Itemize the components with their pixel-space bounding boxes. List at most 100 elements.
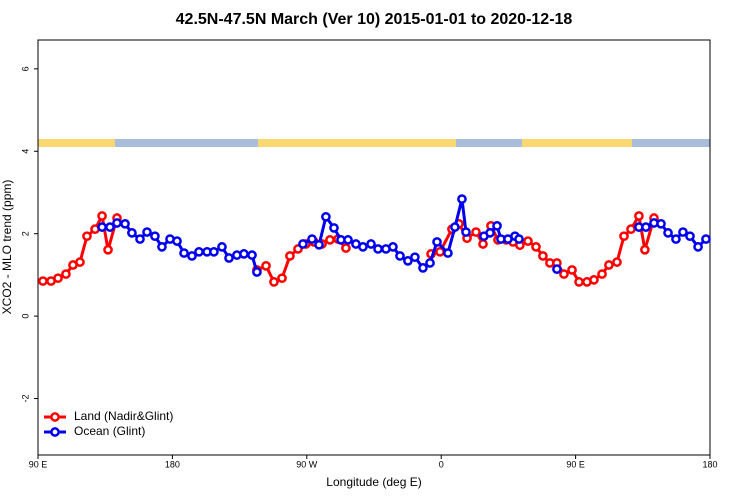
legend-marker xyxy=(50,427,60,437)
data-point xyxy=(478,239,488,249)
data-point xyxy=(329,223,339,233)
data-point xyxy=(626,224,636,235)
data-point xyxy=(418,263,428,273)
y-tick-label: 2 xyxy=(20,231,30,236)
data-point xyxy=(485,228,495,238)
data-point xyxy=(307,234,317,244)
data-point xyxy=(150,231,160,242)
data-point xyxy=(239,249,249,259)
data-point xyxy=(247,250,257,260)
data-point xyxy=(395,251,405,261)
data-point xyxy=(640,244,650,255)
data-point xyxy=(514,234,524,244)
data-point xyxy=(179,248,189,258)
data-point xyxy=(461,227,471,237)
data-point xyxy=(261,260,271,271)
data-point xyxy=(269,277,279,287)
data-point xyxy=(341,243,351,253)
data-point xyxy=(552,264,562,274)
data-point xyxy=(373,244,383,254)
data-point xyxy=(38,276,48,286)
data-point xyxy=(105,222,115,232)
legend-label: Ocean (Glint) xyxy=(74,424,145,438)
data-point xyxy=(343,235,353,245)
data-point xyxy=(531,242,541,252)
x-tick-label: 180 xyxy=(165,459,180,469)
plot-frame xyxy=(37,39,711,456)
data-point xyxy=(492,221,502,231)
data-point xyxy=(157,242,167,252)
x-tick-label: 90 E xyxy=(29,459,48,469)
data-point xyxy=(443,248,453,258)
data-point xyxy=(314,239,324,250)
data-point xyxy=(685,231,695,242)
data-point xyxy=(135,234,145,244)
data-point xyxy=(671,234,681,244)
y-tick-label: 4 xyxy=(20,149,30,154)
data-point xyxy=(589,275,599,285)
data-point xyxy=(97,222,107,232)
data-point xyxy=(641,222,651,232)
legend-marker xyxy=(50,412,60,422)
data-point xyxy=(277,273,287,284)
data-point xyxy=(325,235,335,245)
data-point xyxy=(523,236,533,246)
data-point xyxy=(432,237,442,247)
data-point xyxy=(252,267,262,277)
x-tick-label: 90 E xyxy=(566,459,585,469)
data-point xyxy=(298,239,308,249)
x-tick-label: 0 xyxy=(439,459,444,469)
data-point xyxy=(194,246,204,257)
data-point xyxy=(172,236,182,246)
data-point xyxy=(425,258,435,268)
data-point xyxy=(612,257,622,267)
y-tick-label: 0 xyxy=(20,314,30,319)
data-point xyxy=(82,231,92,242)
data-point xyxy=(224,253,234,263)
data-point xyxy=(358,242,368,252)
data-point xyxy=(597,269,607,279)
data-point xyxy=(403,256,413,266)
x-tick-label: 90 W xyxy=(296,459,318,469)
data-point xyxy=(61,269,71,279)
data-point xyxy=(285,251,295,261)
data-point xyxy=(574,277,584,287)
data-point xyxy=(471,227,481,237)
land-ocean-strip xyxy=(38,139,710,147)
data-point xyxy=(538,251,548,261)
data-point xyxy=(112,218,122,228)
data-point xyxy=(388,242,398,252)
data-point xyxy=(103,244,113,255)
data-point xyxy=(127,228,137,238)
data-point xyxy=(619,231,629,242)
data-point xyxy=(656,218,666,229)
data-point xyxy=(97,211,107,221)
data-point xyxy=(142,227,152,237)
data-point xyxy=(663,228,673,238)
data-point xyxy=(693,242,703,252)
legend-label: Land (Nadir&Glint) xyxy=(74,409,173,423)
y-tick-label: 6 xyxy=(20,66,30,71)
y-axis-title: XCO2 - MLO trend (ppm) xyxy=(0,180,14,315)
data-point xyxy=(321,211,331,222)
data-point xyxy=(217,242,227,252)
x-axis-title: Longitude (deg E) xyxy=(326,475,421,489)
data-point xyxy=(701,234,711,244)
chart-title: 42.5N-47.5N March (Ver 10) 2015-01-01 to… xyxy=(176,11,573,28)
data-point xyxy=(366,239,376,249)
data-point xyxy=(604,260,614,270)
data-point xyxy=(53,273,63,284)
data-point xyxy=(559,269,569,279)
data-point xyxy=(634,211,644,221)
data-point xyxy=(410,252,420,263)
x-tick-label: 180 xyxy=(702,459,717,469)
data-point xyxy=(120,218,130,229)
data-point xyxy=(567,265,577,275)
data-point xyxy=(209,246,219,257)
data-point xyxy=(450,222,460,232)
data-point xyxy=(678,227,688,237)
data-point xyxy=(187,251,197,261)
data-point xyxy=(457,194,467,204)
y-tick-label: -2 xyxy=(20,395,30,403)
